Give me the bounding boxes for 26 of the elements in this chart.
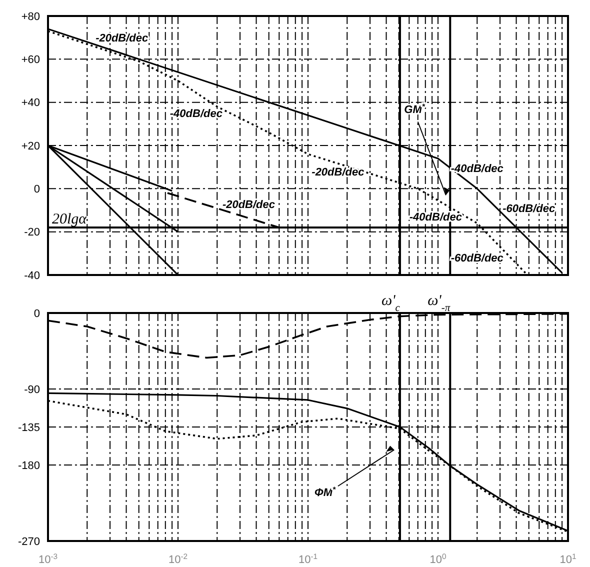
- y-tick-label: -270: [18, 536, 40, 548]
- annotation: -20dB/dec: [312, 166, 364, 178]
- x-tick-label: 10$^{-2}$: [168, 552, 188, 566]
- annotation: ΦM$^{*}$: [314, 484, 337, 500]
- y-tick-label: -40: [24, 270, 40, 282]
- x-tick-label: 10$^{-1}$: [298, 552, 318, 566]
- ref-line-label: 20lgα: [52, 212, 88, 228]
- y-tick-label: -90: [24, 384, 40, 396]
- y-tick-label: +40: [21, 97, 40, 110]
- y-tick-label: 0: [34, 184, 40, 196]
- y-tick-label: 0: [34, 308, 40, 320]
- y-tick-label: -20: [24, 226, 40, 239]
- ref-line-label: ω'$_{-π}$: [428, 293, 451, 314]
- y-tick-label: -135: [18, 422, 40, 434]
- annotation: GM$^{*}$: [404, 101, 426, 116]
- annotation: -20dB/dec: [96, 32, 148, 45]
- x-tick-label: 10$^{-3}$: [38, 552, 58, 566]
- annotation: -20dB/dec: [222, 198, 276, 211]
- y-tick-label: +80: [21, 10, 40, 23]
- annotation: -60dB/dec: [502, 203, 556, 216]
- y-tick-label: +20: [21, 140, 40, 152]
- x-tick-label: 10$^{1}$: [560, 552, 576, 566]
- y-tick-label: -180: [18, 460, 40, 472]
- x-tick-label: 10$^{0}$: [430, 552, 446, 566]
- y-tick-label: +60: [21, 54, 40, 66]
- ref-line-label: ω'$_{c}$: [382, 293, 400, 314]
